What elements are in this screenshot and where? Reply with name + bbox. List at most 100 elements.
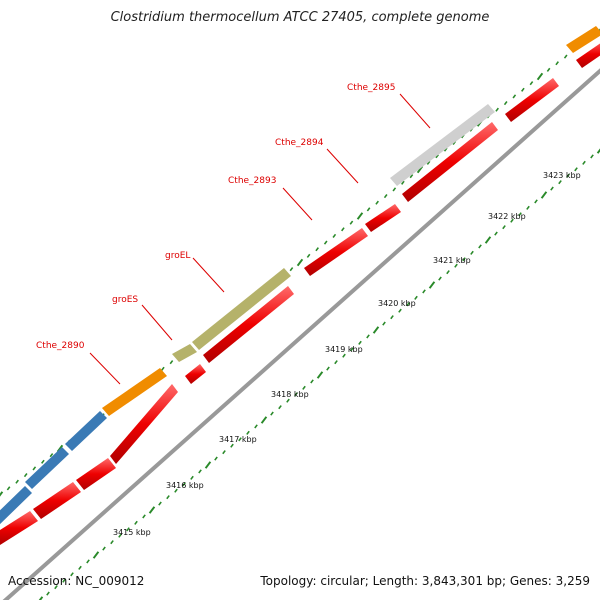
outer-tick-mark (15, 479, 19, 484)
cds-arrow-10[interactable] (505, 78, 559, 122)
feature-gray-cthe2895[interactable] (390, 104, 495, 186)
inner-tick-mark (550, 186, 554, 191)
cds-arrow-7[interactable] (304, 228, 368, 276)
cds-arrow-9[interactable] (402, 122, 498, 202)
inner-tick-mark (326, 366, 330, 371)
feature-blue-3[interactable] (65, 411, 107, 451)
leader-groes (141, 304, 173, 341)
cds-track (0, 40, 600, 545)
cds-arrow-5[interactable] (185, 364, 206, 384)
outer-tick-mark (555, 61, 559, 66)
inner-tick-mark (382, 321, 386, 326)
inner-tick-mark (198, 469, 202, 474)
inner-tick-mark (166, 495, 170, 500)
inner-tick-mark (148, 506, 156, 514)
inner-tick-mark (454, 263, 458, 268)
cds-arrow-4[interactable] (110, 384, 178, 464)
gene-label-cthe2895[interactable]: Cthe_2895 (347, 83, 395, 93)
cds-arrow-11[interactable] (576, 40, 600, 68)
cds-arrow-8[interactable] (365, 204, 401, 232)
outer-tick-mark (323, 240, 328, 245)
inner-tick-mark (390, 315, 394, 320)
gene-label-cthe2894[interactable]: Cthe_2894 (275, 138, 324, 148)
inner-tick-mark (470, 250, 474, 255)
inner-tick-mark (142, 514, 146, 519)
genome-summary-text: Topology: circular; Length: 3,843,301 bp… (260, 574, 590, 588)
inner-tick-mark (494, 231, 498, 236)
inner-tick-mark (126, 527, 130, 532)
inner-tick-mark (286, 398, 290, 403)
cds-arrow-2[interactable] (33, 482, 81, 519)
inner-tick-mark (462, 257, 466, 262)
genome-backbone (2, 68, 600, 600)
inner-tick-mark (334, 360, 338, 365)
feature-orange-cthe2890[interactable] (102, 368, 167, 416)
outer-tick-mark (356, 212, 364, 220)
outer-tick-mark (383, 193, 388, 199)
inner-tick-mark (70, 572, 74, 577)
inner-tick-mark (230, 443, 234, 448)
feature-olive-groel[interactable] (192, 268, 291, 350)
inner-tick-mark (254, 424, 258, 429)
inner-tick-mark (484, 236, 492, 244)
inner-tick-mark (182, 482, 186, 487)
inner-tick-mark (558, 180, 562, 185)
inner-tick-mark (102, 546, 106, 551)
inner-tick-mark (422, 289, 426, 294)
inner-tick-mark (54, 585, 58, 590)
gene-label-cthe2893[interactable]: Cthe_2893 (228, 176, 276, 186)
cds-arrow-3[interactable] (76, 458, 116, 490)
tick-label-3422: 3422 kbp (488, 212, 526, 221)
inner-tick-mark (238, 437, 242, 442)
inner-tick-mark (86, 559, 90, 564)
inner-tick-mark (478, 244, 482, 249)
inner-tick-mark (134, 520, 138, 525)
outer-tick-mark (529, 81, 534, 86)
feature-blue-1[interactable] (0, 486, 32, 527)
gene-label-groel[interactable]: groEL (165, 251, 190, 261)
inner-tick-mark (246, 430, 250, 435)
inner-tick-mark (214, 456, 218, 461)
inner-tick-mark (78, 565, 82, 570)
inner-tick-mark (428, 281, 436, 289)
outer-tick-mark (315, 247, 319, 252)
outer-tick-mark (546, 67, 551, 72)
outer-tick-mark (503, 100, 508, 106)
cds-arrow-6[interactable] (203, 286, 294, 363)
inner-tick-mark (406, 302, 410, 307)
outer-tick-mark (426, 160, 431, 165)
outer-tick-mark (521, 87, 525, 92)
outer-tick-mark (366, 207, 371, 212)
inner-tick-mark (46, 591, 50, 596)
cds-arrow-1[interactable] (0, 511, 38, 545)
inner-tick-mark (590, 154, 594, 159)
inner-tick-mark (510, 218, 514, 223)
inner-tick-mark (398, 308, 402, 313)
feature-orange-right[interactable] (566, 26, 600, 53)
inner-tick-mark (270, 411, 274, 416)
inner-tick-mark (110, 540, 114, 545)
inner-tick-mark (438, 276, 442, 281)
inner-tick-mark (190, 475, 194, 480)
inner-tick-mark (574, 167, 578, 172)
tick-labels: 3415 kbp 3416 kbp 3417 kbp 3418 kbp 3419… (113, 171, 581, 537)
inner-tick-mark (566, 173, 570, 178)
feature-blue-2[interactable] (25, 447, 69, 489)
leader-cthe2894 (326, 148, 359, 184)
tick-label-3418: 3418 kbp (271, 390, 309, 399)
feature-olive-groes[interactable] (172, 344, 197, 362)
gene-label-groes[interactable]: groES (112, 295, 138, 305)
inner-tick-mark (350, 347, 354, 352)
tick-label-3417: 3417 kbp (219, 435, 257, 444)
outer-tick-mark (161, 366, 165, 371)
inner-tick-mark (260, 416, 268, 424)
outer-tick-mark (495, 107, 499, 112)
gene-label-cthe2890[interactable]: Cthe_2890 (36, 341, 85, 351)
tick-label-3423: 3423 kbp (543, 171, 581, 180)
inner-tick-mark (118, 533, 122, 538)
inner-tick-mark (414, 295, 418, 300)
outer-tick-mark (349, 220, 354, 225)
tick-label-3421: 3421 kbp (433, 256, 471, 265)
tick-label-3420: 3420 kbp (378, 299, 416, 308)
inner-tick-mark (302, 385, 306, 390)
